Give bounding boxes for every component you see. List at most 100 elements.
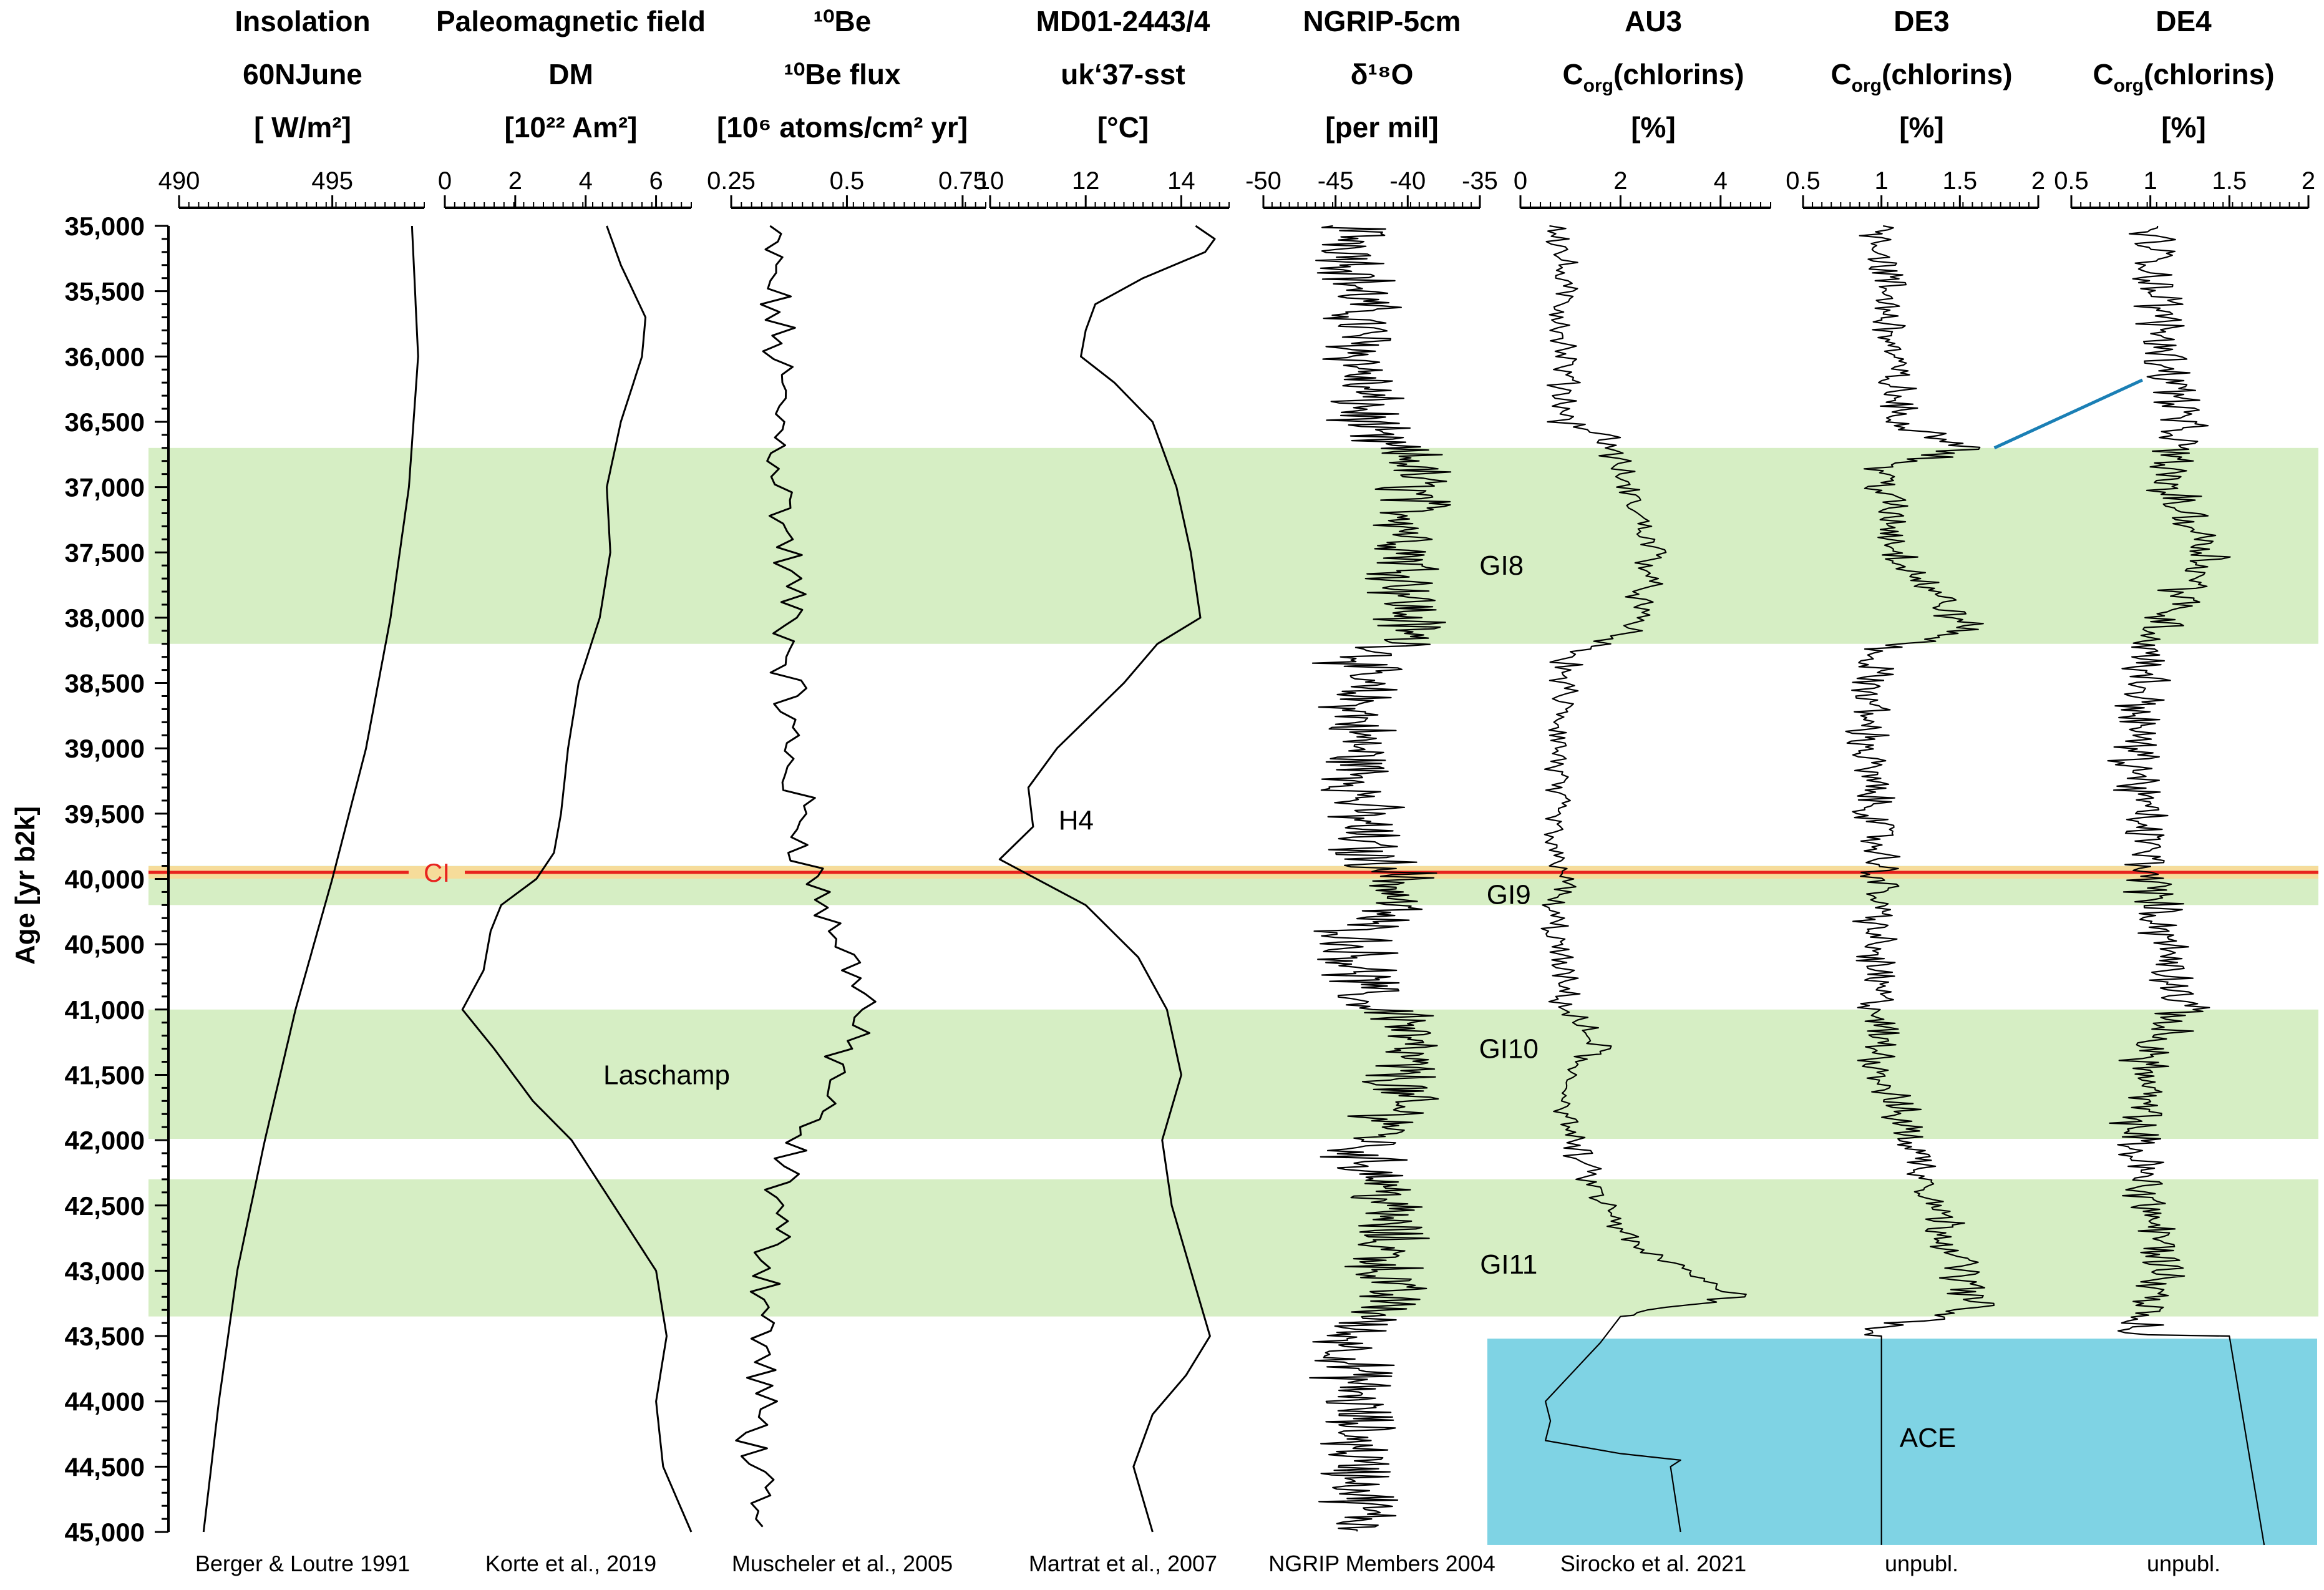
series-line-insolation xyxy=(202,225,419,1533)
annotation-gi11: GI11 xyxy=(1480,1249,1537,1280)
panel-title-line: MD01-2443/4 xyxy=(1036,5,1210,37)
x-tick-label: 10 xyxy=(976,167,1004,195)
source-label: unpubl. xyxy=(2147,1551,2220,1576)
y-axis-title: Age [yr b2k] xyxy=(10,806,41,965)
y-axis: 35,000 35,500 36,000 36,500 37,000 37,500 38,0… xyxy=(10,212,170,1547)
x-tick-label: 2 xyxy=(2302,167,2315,195)
band-gi11 xyxy=(148,1179,2318,1317)
panel-title-line: DE4 xyxy=(2156,5,2212,37)
x-tick-label: -45 xyxy=(1318,167,1354,195)
series-line-de4 xyxy=(2107,225,2265,1546)
x-tick-label: -50 xyxy=(1245,167,1281,195)
x-tick-label: 1 xyxy=(2144,167,2157,195)
x-tick-label: 0 xyxy=(1514,167,1527,195)
y-tick-label: 37,500 xyxy=(65,538,145,567)
source-label: Martrat et al., 2007 xyxy=(1029,1551,1217,1576)
x-tick-label: 0.75 xyxy=(938,167,987,195)
annotation-gi9: GI9 xyxy=(1487,880,1531,910)
x-tick-label: 12 xyxy=(1072,167,1100,195)
x-tick-label: 1.5 xyxy=(1943,167,1978,195)
y-tick-label: 44,000 xyxy=(65,1387,145,1417)
correlation-line-de3-de4 xyxy=(1993,378,2144,450)
series-line-dm xyxy=(461,225,693,1533)
panels: Insolation 60NJune [ W/m²] 490 495 Berger & L… xyxy=(158,5,2316,1576)
ace-box xyxy=(1487,1339,2317,1545)
ace-label: ACE xyxy=(1900,1423,1956,1453)
panel-title-line: Corg(chlorins) xyxy=(2093,58,2274,96)
y-tick-label: 39,000 xyxy=(65,734,145,763)
panel-title-line: [%] xyxy=(2161,111,2206,144)
panel-title-line: 60NJune xyxy=(243,58,362,90)
x-tick-label: 14 xyxy=(1167,167,1195,195)
band-gi10 xyxy=(148,1009,2318,1139)
panel-title-line: uk‘37-sst xyxy=(1061,58,1185,90)
x-tick-label: 0.5 xyxy=(830,167,865,195)
x-tick-label: 4 xyxy=(579,167,593,195)
source-label: Berger & Loutre 1991 xyxy=(195,1551,410,1576)
y-tick-label: 45,000 xyxy=(65,1518,145,1547)
series-line-au3 xyxy=(1540,225,1747,1533)
panel-title-line: Insolation xyxy=(235,5,370,37)
panel-title-line: [%] xyxy=(1899,111,1944,144)
panel-title-line: δ¹⁸O xyxy=(1351,58,1414,90)
x-tick-label: 2 xyxy=(1613,167,1627,195)
series-line-de3 xyxy=(1845,225,1995,1545)
x-tick-label: 1.5 xyxy=(2212,167,2247,195)
panel-title-line: Paleomagnetic field xyxy=(436,5,706,37)
source-label: unpubl. xyxy=(1885,1551,1958,1576)
panel-title-line: [10⁶ atoms/cm² yr] xyxy=(717,111,968,144)
y-tick-label: 42,000 xyxy=(65,1126,145,1155)
y-tick-label: 35,000 xyxy=(65,212,145,241)
x-tick-label: 0 xyxy=(438,167,452,195)
series-line-be10 xyxy=(735,225,877,1528)
x-tick-label: 4 xyxy=(1714,167,1728,195)
x-tick-label: -40 xyxy=(1389,167,1426,195)
panel-title-line: Corg(chlorins) xyxy=(1562,58,1744,96)
source-label: NGRIP Members 2004 xyxy=(1268,1551,1495,1576)
x-tick-label: 2 xyxy=(508,167,522,195)
panel-title-line: NGRIP-5cm xyxy=(1303,5,1461,37)
panel-title-line: [per mil] xyxy=(1325,111,1438,144)
x-tick-label: 6 xyxy=(649,167,663,195)
correlation-line xyxy=(1993,378,2144,450)
panel-title-line: AU3 xyxy=(1625,5,1682,37)
panel-title-line: ¹⁰Be flux xyxy=(784,58,901,90)
panel-title-line: ¹⁰Be xyxy=(814,5,872,37)
source-label: Korte et al., 2019 xyxy=(485,1551,656,1576)
panel-dm: Paleomagnetic field DM [10²² Am²] 0 2 4 6 Korte… xyxy=(436,5,730,1576)
panel-title-line: [10²² Am²] xyxy=(505,111,638,144)
x-tick-label: 490 xyxy=(158,167,200,195)
panel-title-line: DE3 xyxy=(1894,5,1949,37)
x-tick-label: -35 xyxy=(1462,167,1498,195)
panel-title-line: DM xyxy=(548,58,593,90)
x-tick-label: 495 xyxy=(311,167,353,195)
annotation-laschamp: Laschamp xyxy=(603,1060,730,1090)
panel-title-line: [%] xyxy=(1631,111,1676,144)
y-tick-label: 43,000 xyxy=(65,1256,145,1285)
y-tick-label: 42,500 xyxy=(65,1191,145,1221)
ci-label: CI xyxy=(424,858,450,887)
x-tick-label: 0.5 xyxy=(2054,167,2089,195)
series-line-sst xyxy=(998,225,1216,1533)
panel-insolation: Insolation 60NJune [ W/m²] 490 495 Berger & L… xyxy=(158,5,425,1576)
y-tick-label: 35,500 xyxy=(65,277,145,306)
panel-title-line: [ W/m²] xyxy=(254,111,351,144)
y-tick-label: 41,500 xyxy=(65,1060,145,1090)
annotation-h4: H4 xyxy=(1059,805,1094,836)
y-tick-label: 44,500 xyxy=(65,1452,145,1481)
ace-region: ACE xyxy=(1487,1339,2317,1545)
panel-ngrip: NGRIP-5cm δ¹⁸O [per mil] -50 -45 -40 -35 NGRIP … xyxy=(1245,5,1539,1576)
interstadial-bands xyxy=(148,447,2318,1317)
y-tick-label: 38,000 xyxy=(65,603,145,633)
x-tick-label: 2 xyxy=(2031,167,2045,195)
series-line-ngrip xyxy=(1309,225,1452,1532)
x-tick-label: 1 xyxy=(1875,167,1889,195)
y-tick-label: 40,000 xyxy=(65,865,145,894)
y-tick-label: 43,500 xyxy=(65,1322,145,1351)
source-label: Muscheler et al., 2005 xyxy=(732,1551,953,1576)
panel-de3: DE3 Corg(chlorins) [%] 0.5 1 1.5 2 unpubl. xyxy=(1786,5,2045,1576)
y-tick-label: 41,000 xyxy=(65,995,145,1025)
annotation-gi8: GI8 xyxy=(1479,550,1524,581)
